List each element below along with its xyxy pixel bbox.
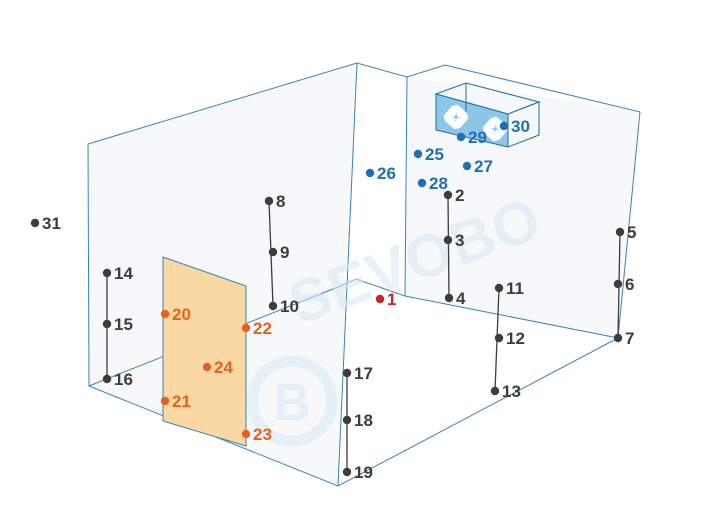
svg-text:20: 20 xyxy=(172,305,191,324)
svg-text:29: 29 xyxy=(468,128,487,147)
svg-text:4: 4 xyxy=(456,289,466,308)
svg-text:1: 1 xyxy=(387,290,396,309)
svg-text:6: 6 xyxy=(625,275,634,294)
svg-text:24: 24 xyxy=(214,358,233,377)
svg-text:2: 2 xyxy=(455,186,464,205)
svg-text:30: 30 xyxy=(511,117,530,136)
svg-text:28: 28 xyxy=(429,174,448,193)
svg-text:11: 11 xyxy=(506,279,524,298)
svg-text:7: 7 xyxy=(625,329,634,348)
svg-text:10: 10 xyxy=(280,297,299,316)
svg-text:31: 31 xyxy=(42,214,61,233)
svg-text:5: 5 xyxy=(627,223,636,242)
svg-text:3: 3 xyxy=(455,231,464,250)
svg-text:23: 23 xyxy=(253,425,272,444)
svg-text:8: 8 xyxy=(276,192,285,211)
svg-text:B: B xyxy=(273,374,311,432)
svg-text:22: 22 xyxy=(253,319,272,338)
svg-text:18: 18 xyxy=(354,411,373,430)
svg-text:19: 19 xyxy=(354,463,373,482)
svg-text:17: 17 xyxy=(354,364,373,383)
svg-text:15: 15 xyxy=(114,315,133,334)
svg-text:21: 21 xyxy=(172,392,191,411)
svg-text:9: 9 xyxy=(280,243,289,262)
svg-text:13: 13 xyxy=(502,382,521,401)
svg-text:14: 14 xyxy=(114,264,133,283)
svg-text:25: 25 xyxy=(425,145,444,164)
svg-text:16: 16 xyxy=(114,370,133,389)
svg-text:12: 12 xyxy=(506,329,525,348)
svg-text:27: 27 xyxy=(474,157,493,176)
svg-text:26: 26 xyxy=(377,164,396,183)
